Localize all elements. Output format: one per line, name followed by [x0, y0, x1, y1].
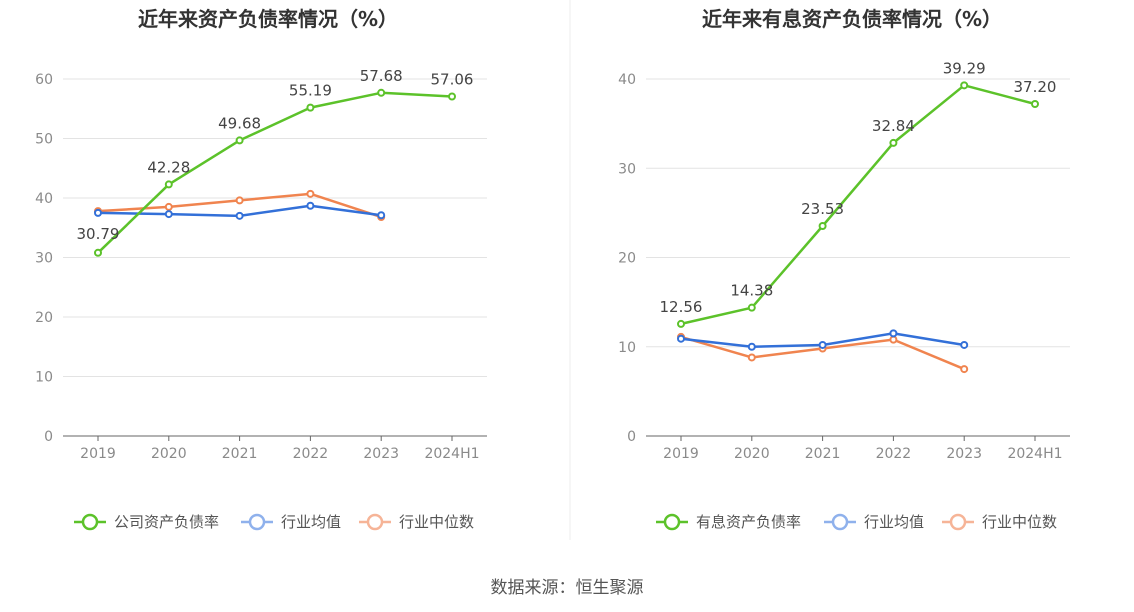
data-point[interactable] [306, 189, 315, 198]
data-point[interactable] [235, 136, 244, 145]
legend-label: 有息资产负债率 [696, 513, 801, 531]
x-tick-label: 2022 [876, 446, 912, 462]
data-point[interactable] [677, 334, 685, 343]
y-tick-label: 20 [618, 251, 636, 267]
data-point[interactable] [747, 303, 756, 312]
y-tick-label: 60 [35, 72, 53, 88]
legend-label: 行业均值 [281, 513, 341, 531]
y-tick-label: 10 [35, 370, 53, 386]
y-tick-label: 50 [35, 132, 53, 148]
x-tick-label: 2021 [222, 446, 258, 462]
y-tick-label: 30 [618, 161, 636, 177]
chart-panel-1: 近年来资产负债率情况（%） 0 10 20 30 40 50 60 2019 2020 2021 20… [35, 7, 487, 531]
legend-item[interactable]: 行业中位数 [359, 513, 474, 531]
y-tick-label: 20 [35, 310, 53, 326]
data-label: 12.56 [660, 298, 703, 316]
legend-marker [831, 513, 849, 531]
y-tick-label: 40 [618, 72, 636, 88]
data-point[interactable] [164, 180, 173, 189]
x-tick-label: 2020 [734, 446, 770, 462]
data-point[interactable] [747, 342, 756, 351]
legend-item[interactable]: 行业中位数 [942, 513, 1057, 531]
legend-marker [366, 513, 384, 531]
data-label: 57.68 [360, 67, 403, 85]
data-point[interactable] [818, 340, 827, 349]
y-tick-label: 0 [627, 429, 636, 445]
legend-item[interactable]: 行业均值 [241, 513, 341, 531]
data-point[interactable] [235, 211, 244, 220]
series-industry-median [677, 332, 969, 374]
chart-title: 近年来资产负债率情况（%） [138, 7, 398, 31]
y-tick-label: 0 [44, 429, 53, 445]
legend-marker [81, 513, 99, 531]
y-tick-label: 40 [35, 191, 53, 207]
legend-marker [663, 513, 681, 531]
data-point[interactable] [1031, 99, 1039, 108]
legend-label: 行业均值 [864, 513, 924, 531]
data-point[interactable] [164, 202, 173, 211]
data-label: 30.79 [77, 225, 120, 243]
data-source-note: 数据来源：恒生聚源 [491, 578, 644, 598]
data-point[interactable] [164, 210, 173, 219]
series-main [94, 88, 456, 257]
x-tick-label: 2022 [293, 446, 329, 462]
legend-marker [248, 513, 266, 531]
data-point[interactable] [306, 201, 315, 210]
legend-label: 行业中位数 [982, 513, 1057, 531]
data-point[interactable] [889, 138, 898, 147]
legend-item[interactable]: 公司资产负债率 [74, 513, 219, 531]
data-point[interactable] [377, 211, 386, 220]
data-label: 42.28 [147, 158, 190, 176]
data-point[interactable] [960, 340, 969, 349]
data-point[interactable] [448, 92, 456, 101]
x-tick-label: 2021 [805, 446, 841, 462]
x-tick-label: 2023 [363, 446, 399, 462]
data-point[interactable] [377, 88, 386, 97]
data-point[interactable] [818, 221, 827, 230]
data-point[interactable] [94, 248, 102, 257]
data-label: 57.06 [431, 70, 474, 88]
data-label: 39.29 [943, 59, 986, 77]
series-main [677, 81, 1039, 328]
series-industry-mean [94, 201, 386, 220]
data-point[interactable] [306, 103, 315, 112]
chart-title: 近年来有息资产负债率情况（%） [702, 7, 1002, 31]
y-tick-label: 30 [35, 251, 53, 267]
series-industry-mean [677, 329, 969, 351]
data-point[interactable] [889, 335, 898, 344]
chart-panel-2: 近年来有息资产负债率情况（%） 0 10 20 30 40 2019 2020 2021 2022… [618, 7, 1070, 531]
data-label: 37.20 [1014, 78, 1057, 96]
data-label: 14.38 [730, 282, 773, 300]
x-tick-label: 2020 [151, 446, 187, 462]
data-point[interactable] [889, 329, 898, 338]
x-tick-label: 2024H1 [1007, 446, 1062, 462]
data-label: 32.84 [872, 117, 915, 135]
data-point[interactable] [960, 365, 969, 374]
legend-marker [949, 513, 967, 531]
data-point[interactable] [747, 353, 756, 362]
data-label: 55.19 [289, 82, 332, 100]
data-point[interactable] [94, 208, 102, 217]
y-tick-label: 10 [618, 340, 636, 356]
series-line [97, 91, 453, 254]
x-tick-label: 2019 [80, 446, 116, 462]
series-line [680, 84, 1036, 326]
legend-label: 公司资产负债率 [114, 513, 219, 531]
legend-item[interactable]: 行业均值 [824, 513, 924, 531]
x-tick-label: 2024H1 [424, 446, 479, 462]
data-point[interactable] [677, 319, 685, 328]
legend-item[interactable]: 有息资产负债率 [656, 513, 801, 531]
data-point[interactable] [960, 81, 969, 90]
data-label: 23.53 [801, 200, 844, 218]
legend-label: 行业中位数 [399, 513, 474, 531]
data-point[interactable] [235, 196, 244, 205]
x-tick-label: 2023 [946, 446, 982, 462]
x-tick-label: 2019 [663, 446, 699, 462]
data-label: 49.68 [218, 114, 261, 132]
